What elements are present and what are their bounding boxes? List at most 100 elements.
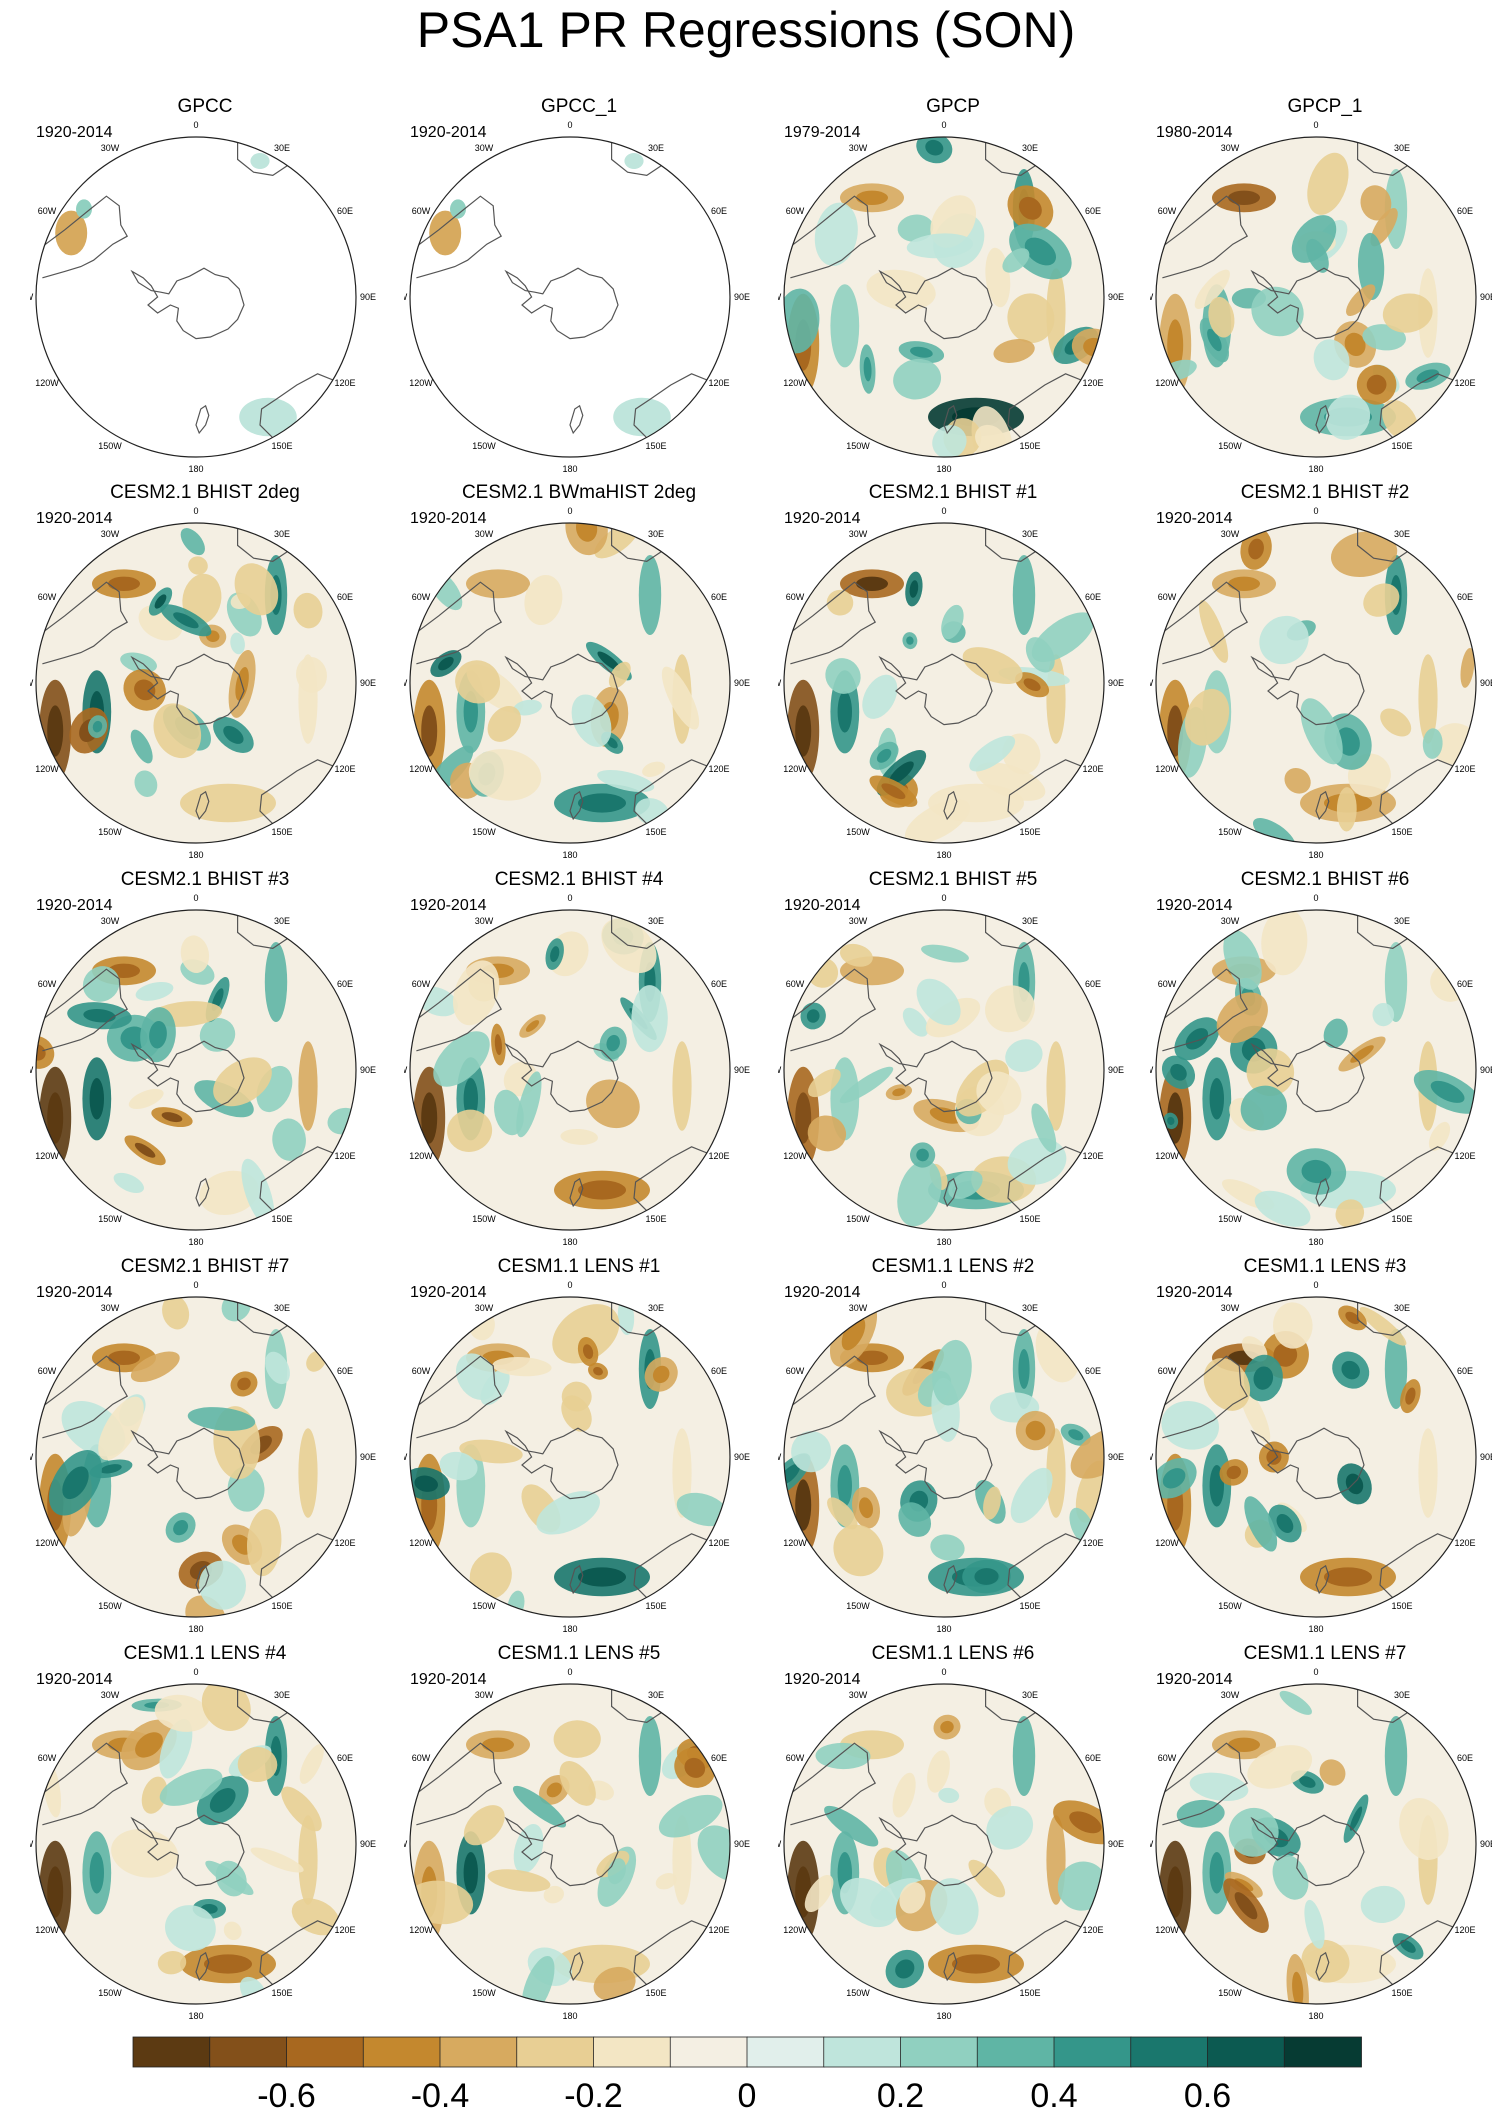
regression-anomaly (516, 1071, 542, 1138)
land-regression-patch (450, 199, 466, 219)
longitude-label: 60E (1085, 206, 1101, 216)
coastline (1007, 1533, 1092, 1612)
map-panel: CESM2.1 BHIST #6 1920-2014 0 30E 60E 90E 120E 1… (1150, 869, 1492, 1254)
longitude-label: 0 (1313, 1280, 1318, 1290)
longitude-label: 60W (412, 1366, 431, 1376)
regression-anomaly-core (1228, 576, 1260, 591)
regression-anomaly-core (1299, 1776, 1316, 1788)
regression-anomaly (157, 1951, 187, 1975)
map-border (783, 1296, 1105, 1618)
longitude-label: 90W (30, 1839, 34, 1849)
regression-anomaly (98, 1396, 144, 1461)
panel-years: 1920-2014 (36, 124, 113, 141)
coastline (504, 1427, 619, 1500)
regression-anomaly (459, 1439, 523, 1464)
regression-anomaly-core (892, 1088, 906, 1097)
regression-anomaly-core (837, 691, 852, 733)
longitude-label: 90E (360, 1065, 376, 1075)
longitude-label: 180 (188, 850, 203, 860)
longitude-label: 30W (849, 1690, 868, 1700)
regression-anomaly (1323, 1018, 1348, 1049)
regression-anomaly-core (1209, 1852, 1224, 1894)
regression-anomaly-core (1068, 1429, 1084, 1441)
map-panel: CESM1.1 LENS #3 1920-2014 0 30E 60E 90E 120E 15… (1150, 1256, 1492, 1641)
polar-map: 0 30E 60E 90E 120E 150E 180 150W 120W 90W 60W 30W (30, 893, 376, 1247)
longitude-label: 180 (188, 1624, 203, 1634)
panel-title: CESM2.1 BHIST #7 (120, 1256, 290, 1277)
map-panel: CESM1.1 LENS #6 1920-2014 0 30E 60E 90E 120E 15… (778, 1643, 1128, 2028)
coastline (569, 1177, 584, 1208)
coastline (1007, 759, 1092, 838)
longitude-label: 150W (98, 1988, 122, 1998)
longitude-label: 120W (1155, 1925, 1179, 1935)
longitude-label: 30W (849, 143, 868, 153)
longitude-label: 60W (786, 1366, 805, 1376)
longitude-label: 150E (645, 1214, 666, 1224)
regression-anomaly (916, 978, 961, 1026)
longitude-label: 30W (101, 1690, 120, 1700)
regression-anomaly-core (546, 1782, 562, 1798)
regression-anomaly (281, 1786, 322, 1832)
coastline (1315, 1564, 1330, 1595)
longitude-label: 60E (1085, 979, 1101, 989)
regression-anomaly (246, 1509, 282, 1577)
coastline (1250, 1040, 1365, 1113)
longitude-label: 30W (1221, 529, 1240, 539)
regression-anomaly (1272, 1302, 1313, 1349)
longitude-label: 150E (271, 1214, 292, 1224)
longitude-label: 120E (1082, 764, 1103, 774)
longitude-label: 150W (472, 827, 496, 837)
regression-anomaly (1010, 1467, 1053, 1524)
longitude-label: 60W (38, 1753, 57, 1763)
panel-years: 1920-2014 (784, 510, 861, 527)
regression-anomaly-core (863, 356, 872, 382)
longitude-label: 120W (409, 1538, 433, 1548)
map-border (409, 1683, 731, 2005)
coastline (1315, 404, 1330, 435)
coastline (38, 1742, 129, 1826)
longitude-label: 30E (648, 916, 664, 926)
longitude-label: 90E (1108, 292, 1124, 302)
regression-anomaly (180, 783, 276, 823)
longitude-label: 60E (1457, 979, 1473, 989)
longitude-label: 120E (1454, 378, 1475, 388)
regression-anomaly (826, 589, 854, 616)
regression-anomaly (468, 749, 542, 801)
coastline (786, 1355, 877, 1439)
regression-anomaly (237, 1746, 278, 1783)
longitude-label: 120E (334, 1925, 355, 1935)
longitude-label: 60E (337, 1753, 353, 1763)
longitude-label: 60W (38, 1366, 57, 1376)
regression-anomaly (898, 1502, 932, 1537)
longitude-label: 150W (1218, 827, 1242, 837)
regression-anomaly (839, 943, 873, 967)
colorbar-tick-label: -0.2 (564, 2077, 623, 2110)
longitude-label: 90E (1480, 292, 1492, 302)
colorbar-swatch (823, 2036, 902, 2068)
panel-years: 1920-2014 (36, 1284, 113, 1301)
map-panel: CESM1.1 LENS #7 1920-2014 0 30E 60E 90E 120E 15… (1150, 1643, 1492, 2028)
map-border (783, 909, 1105, 1231)
panel-years: 1920-2014 (36, 510, 113, 527)
longitude-label: 120E (708, 1538, 729, 1548)
regression-anomaly (938, 1787, 960, 1803)
panel-years: 1920-2014 (410, 510, 487, 527)
longitude-label: 90E (1108, 1839, 1124, 1849)
longitude-label: 90W (30, 292, 34, 302)
longitude-label: 60E (1457, 206, 1473, 216)
longitude-label: 30E (648, 1690, 664, 1700)
regression-anomaly (897, 1160, 942, 1227)
longitude-label: 30E (274, 1303, 290, 1313)
regression-anomaly (892, 1772, 916, 1818)
coastline (1158, 1742, 1249, 1826)
coastline (878, 267, 993, 340)
longitude-label: 30W (475, 1690, 494, 1700)
longitude-label: 150E (1391, 827, 1412, 837)
longitude-label: 180 (562, 1237, 577, 1247)
longitude-label: 90E (360, 1839, 376, 1849)
longitude-label: 150W (1218, 1988, 1242, 1998)
longitude-label: 30W (475, 916, 494, 926)
panel-years: 1920-2014 (410, 124, 487, 141)
longitude-label: 60W (412, 206, 431, 216)
regression-anomaly (1384, 1716, 1408, 1796)
